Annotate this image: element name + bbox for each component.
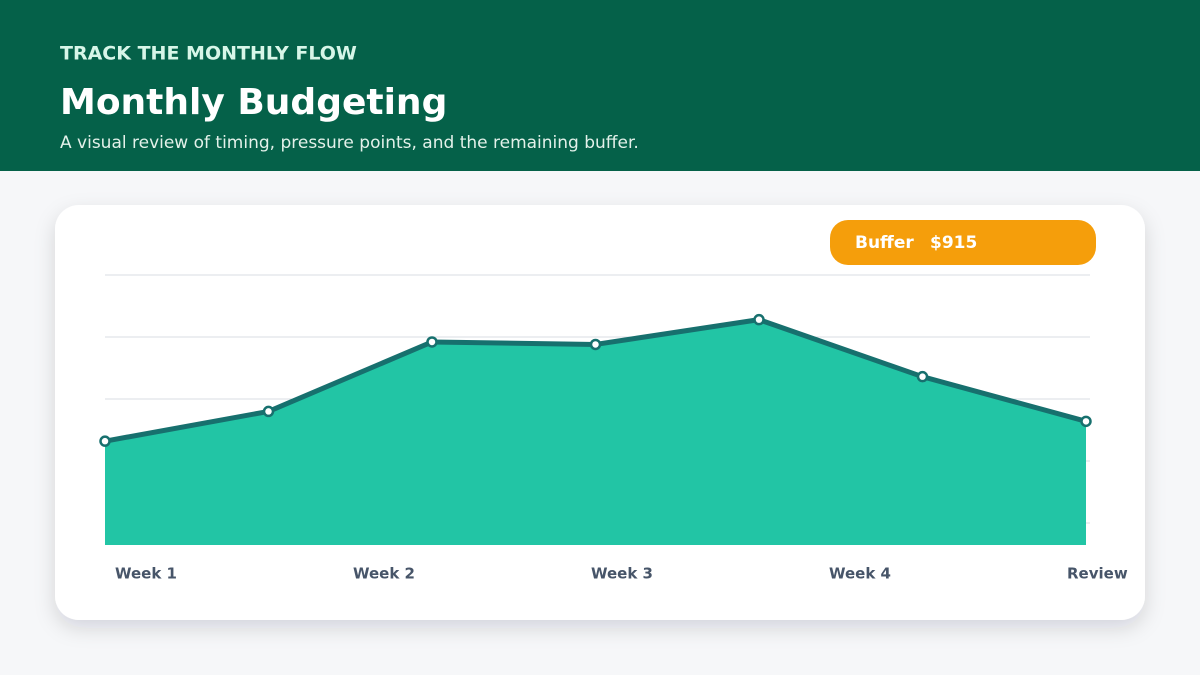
x-tick-label: Week 1 <box>115 565 177 583</box>
area <box>105 319 1086 545</box>
eyebrow: TRACK THE MONTHLY FLOW <box>60 43 357 65</box>
x-tick-label: Week 2 <box>353 565 415 583</box>
x-tick-label: Week 4 <box>829 565 891 583</box>
point <box>99 435 111 447</box>
point <box>1080 415 1092 428</box>
x-tick-label: Review <box>1067 565 1128 583</box>
point <box>916 370 929 383</box>
header-band <box>0 0 1200 171</box>
subtitle: A visual review of timing, pressure poin… <box>60 133 639 153</box>
x-tick-label: Week 3 <box>591 565 653 583</box>
point <box>262 405 275 418</box>
point <box>589 338 602 351</box>
page-title: Monthly Budgeting <box>60 82 447 123</box>
badge-label: Buffer <box>855 233 914 253</box>
plot: Week 1 Week 2 Week 3 Week 4 Review <box>99 274 1128 583</box>
badge-value: $915 <box>930 233 977 253</box>
point <box>426 336 438 348</box>
buffer-badge <box>830 220 1096 265</box>
point <box>753 313 765 326</box>
